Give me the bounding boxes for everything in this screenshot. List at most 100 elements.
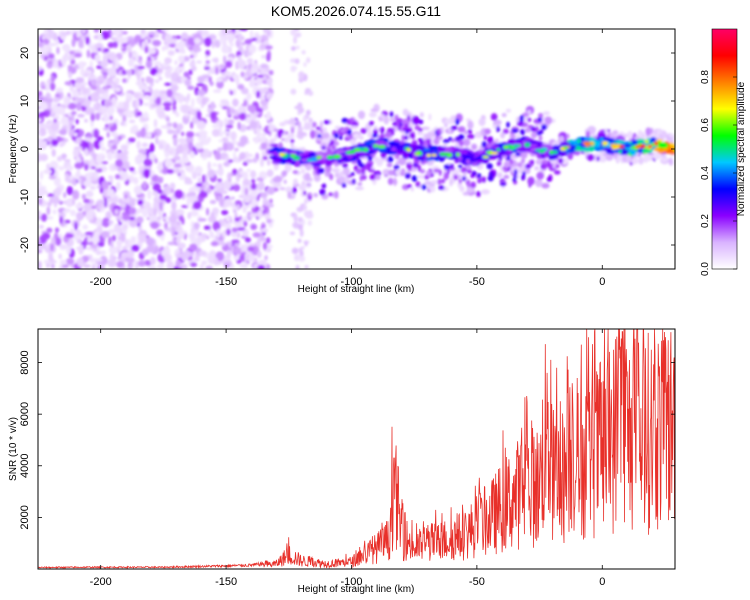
spectrogram-cell: [194, 165, 203, 175]
spectrogram-cell: [259, 158, 264, 167]
spectrogram-cell: [138, 148, 147, 154]
spectrogram-cell: [367, 155, 373, 161]
spectrogram-cell: [115, 245, 122, 250]
spectrogram-cell: [160, 90, 166, 95]
spectrogram-cell: [524, 142, 531, 147]
spectrogram-cell: [190, 169, 195, 175]
spectrogram-cell: [301, 50, 306, 55]
spectrogram-cell: [668, 134, 675, 138]
spectrogram-cell: [191, 97, 195, 108]
spectrogram-cell: [247, 246, 255, 252]
spectrogram-cell: [96, 136, 104, 142]
spectrogram-cell: [397, 157, 407, 166]
spectrogram-cell: [291, 247, 299, 255]
spectrogram-cell: [90, 79, 98, 86]
spectrogram-cell: [477, 150, 484, 154]
spectrogram-cell: [347, 174, 352, 178]
spectrogram-cell: [174, 60, 178, 66]
spectrogram-cell: [506, 121, 510, 128]
spectrogram-cell: [406, 184, 413, 188]
spectrogram-cell: [251, 68, 257, 75]
spectrogram-cell: [439, 152, 448, 157]
spectrogram-cell: [82, 141, 90, 151]
spectrogram-cell: [223, 55, 227, 65]
spectrogram-cell: [128, 138, 136, 143]
spectrogram-cell: [74, 82, 80, 89]
spectrogram-cell: [530, 131, 538, 139]
spectrogram-cell: [308, 90, 314, 97]
spectrogram-cell: [652, 151, 662, 160]
spectrogram-cell: [239, 112, 247, 121]
spectrogram-cell: [82, 224, 89, 230]
spectrogram-cell: [428, 113, 432, 121]
spectrogram-cell: [256, 195, 260, 202]
spectrogram-cell: [359, 147, 366, 152]
spectrogram-cell: [619, 145, 624, 149]
spectrogram-cell: [42, 42, 46, 46]
spectrogram-cell: [491, 155, 499, 160]
spectrogram-cell: [166, 122, 173, 127]
spectrogram-cell: [53, 97, 60, 103]
spectrogram-cell: [103, 197, 108, 208]
spectrogram-cell: [87, 236, 92, 243]
spectrogram-cell: [165, 116, 170, 122]
spectrogram-x-label: Height of straight line (km): [298, 284, 415, 295]
spectrogram-cell: [220, 63, 225, 70]
spectrogram-cell: [345, 147, 352, 152]
spectrogram-cell: [239, 124, 247, 133]
spectrogram-cell: [231, 108, 235, 114]
spectrogram-cell: [458, 139, 464, 147]
spectrogram-cell: [331, 145, 336, 151]
spectrogram-cell: [367, 130, 373, 138]
spectrogram-cell: [46, 206, 51, 216]
spectrogram-cell: [65, 233, 75, 239]
spectrogram-cell: [125, 69, 133, 74]
spectrogram-cell: [483, 135, 488, 141]
spectrogram-cell: [599, 137, 604, 142]
spectrogram-cell: [281, 170, 288, 177]
spectrogram-cell: [54, 186, 62, 197]
spectrogram-cell: [153, 60, 162, 66]
spectrogram-cell: [100, 146, 107, 152]
snr-frame: [37, 328, 676, 570]
spectrogram-cell: [238, 219, 244, 223]
spectrogram-cell: [370, 108, 378, 112]
spectrogram-cell: [73, 146, 83, 150]
spectrogram-cell: [219, 197, 225, 207]
spectrogram-cell: [127, 58, 135, 67]
spectrogram-cell: [75, 77, 85, 84]
spectrogram-cell: [109, 125, 115, 133]
spectrogram-cell: [481, 141, 487, 148]
spectrogram-cell: [181, 104, 190, 114]
spectrogram-cell: [430, 180, 438, 184]
spectrogram-cell: [255, 107, 264, 113]
spectrogram-cell: [262, 242, 268, 251]
spectrogram-cell: [215, 120, 223, 125]
spectrogram-cell: [242, 261, 248, 269]
spectrogram-cell: [329, 139, 335, 146]
spectrogram-cell: [443, 122, 448, 128]
spectrogram-cell: [66, 185, 74, 196]
spectrogram-cell: [225, 228, 231, 236]
spectrogram-cell: [173, 137, 178, 147]
spectrogram-cell: [335, 149, 347, 153]
spectrogram-cell: [207, 161, 211, 171]
spectrogram-cell: [174, 168, 181, 174]
spectrogram-cell: [69, 228, 75, 235]
spectrogram-cell: [172, 86, 177, 96]
spectrogram-cell: [244, 237, 252, 243]
spectrogram-cell: [70, 209, 76, 217]
spectrogram-cell: [38, 66, 43, 71]
spectrogram-cell: [66, 198, 73, 208]
spectrogram-cell: [306, 57, 311, 64]
spectrogram-cell: [496, 148, 501, 152]
spectrogram-cell: [247, 64, 253, 68]
spectrogram-cell: [353, 147, 362, 152]
spectrogram-cell: [585, 130, 591, 138]
spectrogram-cell: [424, 133, 432, 140]
spectrogram-cell: [133, 177, 139, 185]
spectrogram-cell: [178, 137, 186, 144]
spectrogram-cell: [334, 190, 339, 199]
spectrogram-cell: [225, 142, 235, 151]
spectrogram-cell: [206, 235, 210, 240]
